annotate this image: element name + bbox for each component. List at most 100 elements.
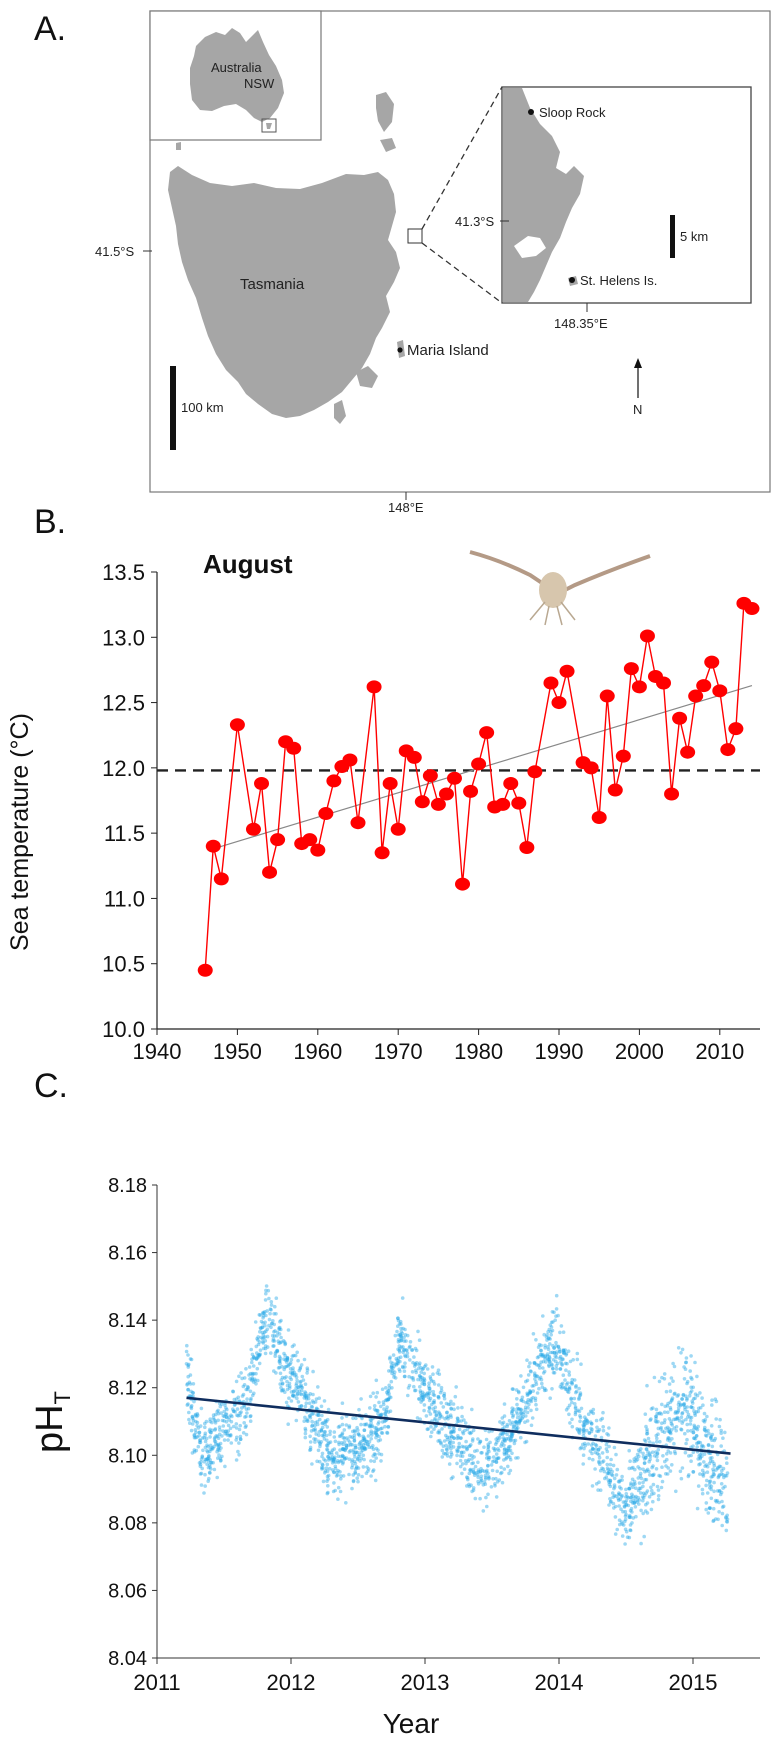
- chart-c-ytick-label: 8.04: [108, 1648, 147, 1670]
- chart-c-point: [612, 1445, 617, 1450]
- chart-c-point: [398, 1369, 402, 1373]
- chart-c-xlabel: Year: [383, 1708, 440, 1739]
- chart-c-point: [507, 1445, 511, 1449]
- chart-c-point: [598, 1468, 603, 1473]
- chart-c-point: [361, 1465, 366, 1469]
- chart-c-point: [574, 1389, 579, 1394]
- chart-c-point: [513, 1420, 518, 1425]
- chart-c-point: [417, 1397, 422, 1401]
- chart-c-point: [451, 1475, 455, 1479]
- chart-c-point: [289, 1377, 294, 1382]
- chart-c-point: [672, 1441, 676, 1446]
- chart-c-point: [295, 1350, 300, 1355]
- chart-c-point: [443, 1416, 447, 1421]
- chart-c-point: [554, 1352, 559, 1356]
- chart-c-point: [237, 1427, 242, 1432]
- chart-c-point: [362, 1445, 367, 1450]
- chart-c-point: [544, 1360, 548, 1364]
- chart-c-point: [405, 1351, 410, 1356]
- chart-c-point: [692, 1427, 696, 1431]
- chart-c-point: [218, 1441, 223, 1446]
- chart-c-point: [601, 1467, 606, 1471]
- chart-c-point: [648, 1451, 652, 1456]
- chart-c-point: [344, 1501, 348, 1505]
- chart-c-point: [281, 1339, 286, 1343]
- chart-c-point: [214, 1442, 218, 1446]
- chart-c-point: [684, 1360, 688, 1365]
- chart-c-point: [411, 1378, 416, 1382]
- chart-c-point: [320, 1462, 325, 1467]
- chart-c-point: [437, 1411, 442, 1416]
- chart-b-point: [656, 676, 672, 690]
- chart-c-point: [553, 1318, 557, 1322]
- chart-c-point: [558, 1354, 563, 1359]
- chart-c-point: [695, 1445, 699, 1449]
- chart-c-point: [299, 1383, 304, 1388]
- chart-c-point: [236, 1414, 240, 1418]
- chart-b-xtick-label: 1970: [374, 1039, 423, 1064]
- chart-c-point: [679, 1351, 683, 1355]
- chart-b-point: [197, 963, 213, 977]
- chart-c-point: [284, 1360, 289, 1364]
- chart-c-point: [448, 1402, 452, 1407]
- chart-c-point: [619, 1507, 623, 1511]
- chart-c-point: [583, 1441, 587, 1446]
- chart-c-point: [720, 1468, 724, 1473]
- chart-c-point: [652, 1491, 656, 1496]
- chart-c-point: [485, 1452, 489, 1457]
- chart-c-point: [557, 1347, 562, 1352]
- chart-c-point: [525, 1378, 530, 1383]
- chart-c-point: [650, 1450, 655, 1454]
- chart-c-point: [339, 1458, 344, 1463]
- chart-c-point: [376, 1409, 380, 1413]
- chart-c-point: [713, 1498, 718, 1503]
- chart-c-point: [631, 1494, 635, 1498]
- chart-c-point: [609, 1457, 613, 1462]
- chart-c-point: [504, 1450, 509, 1455]
- chart-c-point: [426, 1395, 431, 1400]
- chart-c-point: [206, 1444, 210, 1449]
- chart-c-point: [510, 1387, 515, 1391]
- chart-c-point: [479, 1477, 483, 1481]
- chart-c-point: [428, 1386, 432, 1391]
- chart-c-point: [583, 1443, 588, 1448]
- chart-c-point: [446, 1416, 450, 1421]
- chart-c-point: [494, 1452, 499, 1456]
- chart-c-point: [357, 1446, 362, 1451]
- chart-c-point: [623, 1509, 628, 1514]
- chart-c-point: [245, 1387, 250, 1392]
- chart-c-point: [561, 1385, 565, 1389]
- chart-c-point: [213, 1440, 218, 1444]
- chart-c-point: [655, 1455, 659, 1459]
- chart-c-point: [367, 1424, 372, 1428]
- chart-c-point: [397, 1367, 402, 1372]
- chart-c-point: [712, 1438, 717, 1443]
- chart-c-point: [448, 1455, 453, 1459]
- chart-c-point: [336, 1485, 341, 1490]
- chart-c-point: [240, 1394, 245, 1398]
- chart-c-point: [493, 1482, 497, 1486]
- chart-c-point: [546, 1345, 550, 1349]
- chart-c-point: [215, 1475, 219, 1480]
- chart-c-point: [286, 1328, 291, 1332]
- chart-b-point: [262, 865, 278, 879]
- chart-c-point: [705, 1414, 709, 1419]
- chart-c-point: [652, 1454, 657, 1458]
- chart-c-point: [222, 1419, 226, 1423]
- chart-c-point: [554, 1359, 558, 1364]
- chart-c-point: [398, 1355, 403, 1359]
- chart-c-point: [273, 1304, 277, 1309]
- chart-c-point: [440, 1455, 445, 1459]
- chart-c-point: [641, 1454, 646, 1459]
- chart-c-point: [514, 1420, 519, 1424]
- chart-c-point: [597, 1427, 602, 1432]
- chart-c-point: [604, 1447, 609, 1451]
- chart-c-point: [459, 1450, 464, 1455]
- chart-c-point: [324, 1433, 329, 1438]
- chart-c-point: [595, 1425, 599, 1430]
- chart-c-point: [362, 1446, 366, 1450]
- chart-c-point: [397, 1350, 402, 1354]
- chart-c-point: [288, 1384, 292, 1389]
- chart-c-point: [427, 1381, 431, 1385]
- chart-c-point: [691, 1470, 696, 1474]
